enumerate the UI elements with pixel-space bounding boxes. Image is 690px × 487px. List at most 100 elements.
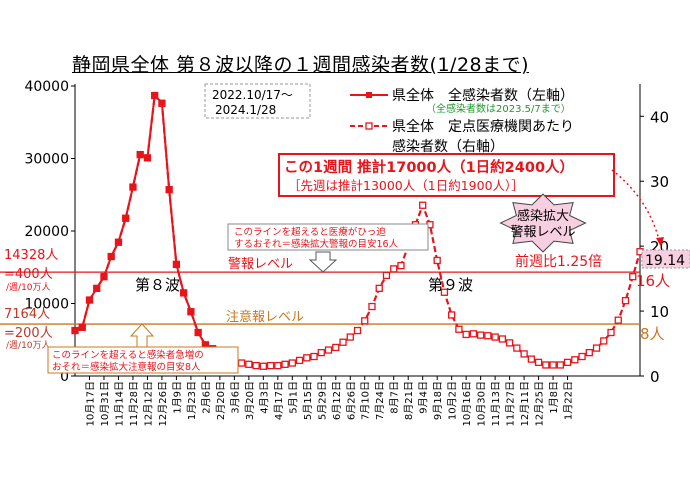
series-total-cases-marker bbox=[173, 261, 180, 268]
x-axis-tick-label: 3月6日 bbox=[229, 381, 241, 414]
series-fixed-point-marker bbox=[563, 358, 572, 367]
series-fixed-point-marker bbox=[505, 339, 514, 347]
series-total-cases-marker bbox=[86, 296, 93, 303]
x-axis-tick-label: 11月28日 bbox=[128, 381, 140, 426]
x-axis-tick-label: 9月4日 bbox=[418, 381, 430, 414]
x-axis-tick-label: 5月29日 bbox=[316, 381, 328, 420]
x-axis-tick-label: 5月15日 bbox=[302, 381, 314, 420]
alarm-note-arrow bbox=[308, 251, 338, 273]
wave9-label: 第９波 bbox=[428, 276, 473, 294]
series-fixed-point-marker bbox=[390, 265, 398, 273]
alarm-star-label-1: 感染拡大 bbox=[517, 208, 569, 224]
series-fixed-point-marker bbox=[520, 350, 528, 358]
series-fixed-point-marker bbox=[556, 361, 564, 369]
series-fixed-point-marker bbox=[498, 335, 507, 343]
alarm-left-label-unit: /週/10万人 bbox=[6, 282, 51, 293]
series-fixed-point-marker bbox=[592, 344, 601, 352]
series-total-cases-marker bbox=[137, 151, 144, 158]
series-fixed-point-marker bbox=[252, 361, 260, 370]
series-fixed-point-marker bbox=[527, 355, 535, 363]
caution-right-label: 8人 bbox=[640, 325, 665, 343]
series-fixed-point-marker bbox=[462, 330, 470, 339]
x-axis-tick-label: 1月22日 bbox=[563, 381, 575, 420]
series-fixed-point-marker bbox=[375, 284, 383, 293]
series-fixed-point-marker bbox=[614, 316, 622, 324]
caution-left-label-count: 7164人 bbox=[4, 307, 50, 322]
series-fixed-point-marker bbox=[600, 337, 608, 345]
left-axis-tick-label: 0 bbox=[60, 369, 69, 385]
x-axis-tick-label: 11月14日 bbox=[113, 381, 125, 426]
wave8-label: 第８波 bbox=[135, 276, 180, 294]
series-fixed-point-marker bbox=[288, 359, 296, 367]
period-end: 2024.1/28 bbox=[215, 103, 276, 117]
alarm-note-box bbox=[227, 223, 429, 251]
series-fixed-point-marker bbox=[245, 360, 253, 368]
legend-series1-note: （全感染者数は2023.5/7まで） bbox=[426, 102, 571, 115]
chart-title: 静岡県全体 第８波以降の１週間感染者数(1/28まで) bbox=[72, 54, 530, 76]
series-fixed-point-marker bbox=[542, 361, 550, 369]
series-fixed-point-marker bbox=[469, 330, 478, 338]
caution-note-box bbox=[47, 346, 239, 374]
period-box bbox=[204, 83, 311, 119]
latest-value-box bbox=[641, 249, 690, 269]
series-fixed-point-marker bbox=[607, 328, 615, 337]
legend-series2-label-1: 県全体 定点医療機関あたり bbox=[392, 118, 574, 135]
series-total-cases-marker bbox=[115, 238, 122, 245]
estimate-pointer-arrowhead bbox=[656, 237, 664, 247]
caution-level-label: 注意報レベル bbox=[226, 309, 304, 325]
legend-series2-marker bbox=[365, 122, 373, 130]
alarm-star-label-2: 警報レベル bbox=[510, 224, 575, 240]
series-total-cases-marker bbox=[79, 324, 86, 331]
series-total-cases-marker bbox=[129, 183, 136, 190]
x-axis-tick-label: 8月7日 bbox=[389, 381, 401, 414]
series-fixed-point-marker bbox=[621, 297, 630, 305]
caution-note-line-2: おそれ＝感染拡大注意報の目安8人 bbox=[52, 361, 201, 373]
series-fixed-point-marker bbox=[361, 317, 369, 325]
period-start: 2022.10/17〜 bbox=[212, 88, 293, 102]
series-fixed-point-marker bbox=[346, 333, 354, 341]
series-fixed-point-marker bbox=[476, 331, 485, 339]
right-axis-tick-label: 0 bbox=[650, 368, 660, 386]
estimate-box bbox=[278, 153, 615, 197]
alarm-left-label-count: 14328人 bbox=[4, 248, 58, 263]
series-fixed-point-marker bbox=[629, 273, 637, 281]
caution-note-line-1: このラインを超えると感染者急増の bbox=[52, 349, 204, 361]
series-total-cases-marker bbox=[72, 327, 78, 334]
latest-value-label: 19.14 bbox=[645, 253, 685, 269]
right-axis-tick-label: 40 bbox=[650, 108, 669, 126]
series-fixed-point-marker bbox=[578, 352, 586, 361]
series-fixed-point-marker bbox=[491, 333, 499, 341]
x-axis-tick-label: 1月9日 bbox=[171, 381, 183, 414]
caution-note-arrow bbox=[129, 323, 155, 348]
series-fixed-point-marker bbox=[303, 354, 311, 362]
alarm-note-line-1: このラインを超えると医療がひっ迫 bbox=[234, 226, 386, 238]
alarm-star-badge bbox=[499, 193, 587, 253]
series-fixed-point-marker bbox=[310, 352, 318, 361]
series-total-cases-marker bbox=[151, 92, 158, 99]
caution-left-label-rate: =200人 bbox=[4, 326, 53, 341]
series-fixed-point-marker bbox=[571, 356, 579, 364]
x-axis-tick-label: 9月18日 bbox=[432, 381, 444, 420]
x-axis-tick-label: 11月27日 bbox=[505, 381, 517, 426]
series-total-cases-marker bbox=[187, 308, 194, 315]
series-fixed-point-marker bbox=[324, 346, 333, 354]
series-fixed-point-marker bbox=[419, 201, 427, 209]
x-axis-tick-label: 7月24日 bbox=[374, 381, 386, 420]
alarm-level-label: 警報レベル bbox=[228, 256, 293, 272]
series-fixed-point-marker bbox=[448, 311, 456, 319]
alarm-left-label-rate: =400人 bbox=[4, 267, 53, 282]
x-axis-tick-label: 10月2日 bbox=[447, 381, 459, 420]
legend-series1-marker bbox=[366, 92, 372, 98]
x-axis-tick-label: 2月6日 bbox=[200, 381, 212, 414]
left-axis-tick-label: 10000 bbox=[24, 297, 69, 313]
series-fixed-point-marker bbox=[317, 348, 325, 357]
series-fixed-point-marker bbox=[295, 356, 304, 365]
x-axis-tick-label: 10月17日 bbox=[84, 381, 96, 426]
estimate-line-1: この1週間 推計17000人（1日約2400人） bbox=[284, 158, 574, 176]
x-axis-tick-label: 1月8日 bbox=[548, 381, 560, 414]
estimate-pointer-arrow bbox=[611, 169, 661, 245]
series-fixed-point-marker bbox=[353, 326, 362, 335]
series-fixed-point-marker bbox=[534, 358, 543, 367]
series-fixed-point-marker bbox=[513, 344, 521, 352]
series-fixed-point-marker bbox=[332, 343, 340, 352]
